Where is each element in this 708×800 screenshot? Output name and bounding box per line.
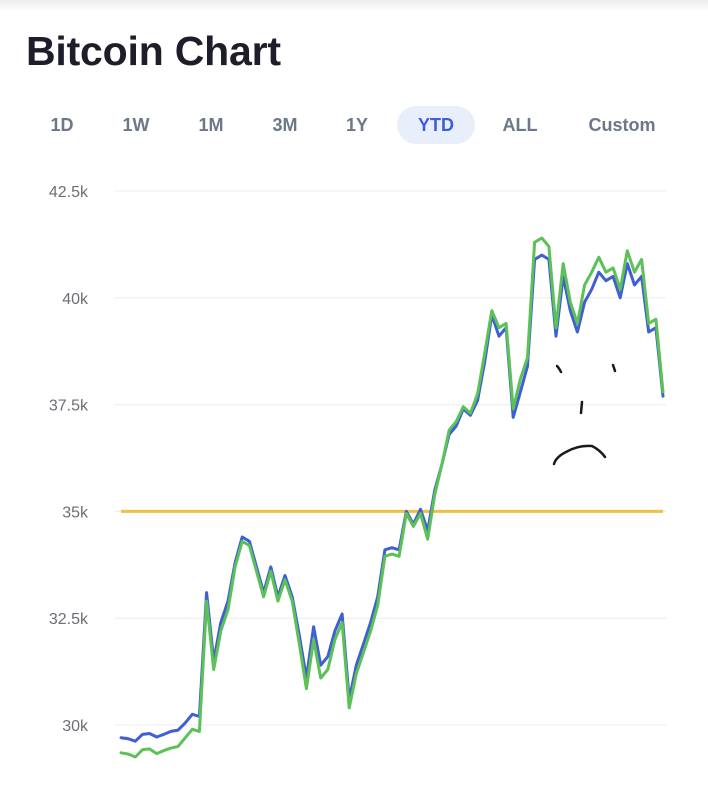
range-tab-1d[interactable]: 1D xyxy=(50,115,74,135)
range-tab-1w[interactable]: 1W xyxy=(122,115,150,135)
y-tick-label: 37.5k xyxy=(49,398,89,415)
range-tab-all[interactable]: ALL xyxy=(502,115,538,135)
range-tab-1m[interactable]: 1M xyxy=(198,115,224,135)
range-tab-custom[interactable]: Custom xyxy=(588,115,656,135)
series-group xyxy=(119,236,665,759)
y-tick-label: 30k xyxy=(62,718,89,735)
y-axis: 30k 32.5k 35k 37.5k 40k 42.5k xyxy=(49,184,89,735)
y-tick-label: 32.5k xyxy=(49,611,89,628)
grid-lines xyxy=(115,190,666,726)
top-bar-shadow xyxy=(0,0,708,12)
range-tab-3m[interactable]: 3M xyxy=(272,115,298,135)
face-nose xyxy=(579,400,584,415)
y-tick-label: 42.5k xyxy=(49,184,89,201)
range-tab-ytd[interactable]: YTD xyxy=(397,106,475,144)
range-tab-1y[interactable]: 1Y xyxy=(345,115,369,135)
face-mouth xyxy=(552,444,607,466)
face-left-eye xyxy=(555,364,563,374)
time-range-selector: 1D 1W 1M 3M 1Y YTD ALL Custom xyxy=(0,106,708,146)
frowning-face-drawing xyxy=(552,363,617,466)
series-line-green xyxy=(119,236,665,759)
face-right-eye xyxy=(611,363,617,373)
page-title: Bitcoin Chart xyxy=(26,28,281,74)
y-tick-label: 40k xyxy=(62,291,89,308)
y-tick-label: 35k xyxy=(62,504,89,521)
